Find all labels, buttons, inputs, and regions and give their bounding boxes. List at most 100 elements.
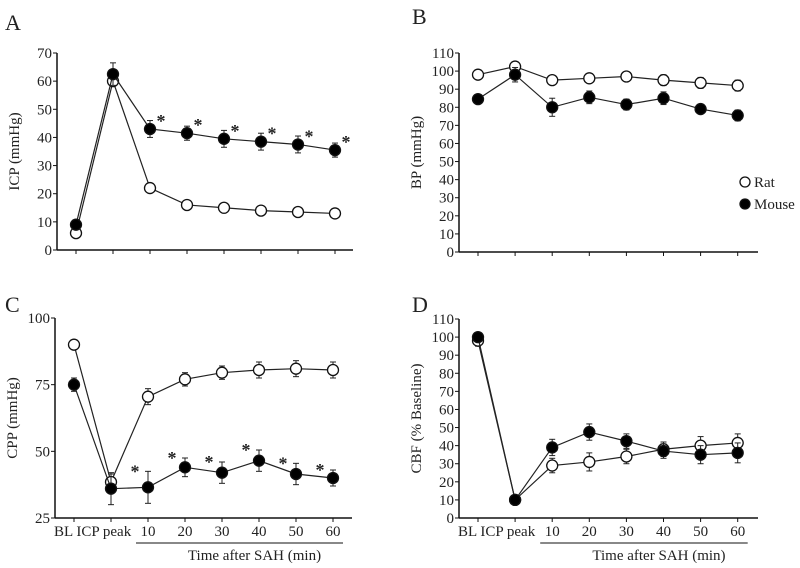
y-tick-label: 90 [439, 348, 454, 364]
series-mouse [471, 330, 744, 507]
y-tick-label: 20 [439, 209, 454, 225]
y-tick-label: 70 [37, 46, 52, 62]
data-point [328, 143, 342, 157]
y-tick-label: 80 [439, 366, 454, 382]
data-point [694, 448, 707, 461]
x-tick-label: 50 [693, 524, 708, 540]
data-point [180, 198, 194, 212]
data-point [252, 454, 266, 467]
significance-marker: * [205, 452, 214, 472]
x-tick-label: 20 [178, 524, 193, 540]
data-point [291, 205, 305, 219]
y-tick-label: 50 [439, 155, 454, 171]
significance-marker: * [268, 124, 277, 144]
y-tick-label: 50 [37, 102, 52, 118]
y-tick-label: 10 [439, 227, 454, 243]
y-tick-label: 70 [439, 118, 454, 134]
data-point [104, 482, 118, 495]
x-tick-label: 40 [656, 524, 671, 540]
x-tick-label: 10 [141, 524, 156, 540]
x-tick-label: 10 [545, 524, 560, 540]
data-point [215, 466, 229, 479]
data-point [143, 181, 157, 195]
data-point [254, 204, 268, 217]
series-mouse [471, 66, 744, 122]
data-point [215, 366, 229, 379]
panel-letter: D [412, 292, 428, 317]
data-point [141, 481, 155, 494]
panel-letter: B [412, 4, 427, 29]
x-tick-label: 50 [289, 524, 304, 540]
y-tick-label: 20 [37, 187, 52, 203]
y-tick-label: 40 [439, 439, 454, 455]
significance-marker: * [342, 132, 351, 152]
series-line [477, 340, 738, 502]
x-tick-label: 60 [326, 524, 341, 540]
y-tick-label: 110 [432, 312, 454, 328]
data-point [657, 444, 670, 458]
data-point [254, 135, 268, 148]
y-tick-label: 10 [37, 215, 52, 231]
y-tick-label: 30 [439, 457, 454, 473]
data-point [657, 73, 670, 87]
x-tick-label: 30 [215, 524, 230, 540]
series-line [73, 384, 334, 490]
significance-marker: * [231, 121, 240, 141]
y-tick-label: 60 [37, 74, 52, 90]
x-axis-label: Time after SAH (min) [188, 548, 321, 563]
data-point [217, 201, 231, 214]
data-point [508, 68, 522, 81]
y-tick-label: 60 [439, 402, 454, 418]
y-axis-label: BP (mmHg) [409, 116, 425, 189]
panel-b: B 0 10 20 30 40 50 60 70 80 90 100 110 BP (mmHg) Rat Mo… [409, 4, 795, 261]
series-line [477, 65, 738, 87]
data-point [620, 450, 633, 463]
y-tick-label: 25 [35, 511, 50, 527]
series-line [477, 336, 738, 502]
x-tick-label: 60 [730, 524, 745, 540]
data-point [471, 330, 485, 344]
series-rat [69, 74, 342, 240]
data-point [178, 461, 192, 474]
data-point [69, 218, 83, 231]
y-tick-label: 50 [439, 421, 454, 437]
y-tick-label: 20 [439, 475, 454, 491]
data-point [731, 109, 744, 122]
data-point [141, 390, 155, 403]
data-point [217, 132, 231, 145]
data-point [328, 207, 342, 220]
significance-marker: * [131, 461, 140, 481]
y-tick-label: 0 [45, 243, 53, 259]
y-tick-label: 70 [439, 384, 454, 400]
y-tick-label: 80 [439, 100, 454, 116]
data-point [471, 68, 485, 81]
significance-marker: * [316, 460, 325, 480]
panel-c: C 25 50 75 100 CPP (mmHg) BL ICP peak 10 20 30 40 5… [5, 292, 352, 564]
y-tick-label: 100 [432, 64, 455, 80]
y-axis-label: CPP (mmHg) [5, 377, 21, 459]
x-tick-label: 30 [619, 524, 634, 540]
data-point [289, 362, 303, 375]
significance-marker: * [279, 453, 288, 473]
y-axis-label: CBF (% Baseline) [409, 364, 425, 474]
data-point [143, 122, 157, 136]
data-point [546, 459, 559, 472]
panel-letter: C [5, 292, 20, 317]
data-point [291, 138, 305, 151]
legend-marker [739, 198, 751, 210]
y-tick-label: 0 [447, 245, 455, 261]
y-tick-label: 10 [439, 493, 454, 509]
y-axis-label: ICP (mmHg) [7, 112, 23, 190]
data-point [180, 127, 194, 140]
y-tick-label: 50 [35, 444, 50, 460]
legend-marker [739, 176, 751, 188]
y-tick-label: 30 [439, 191, 454, 207]
data-point [326, 363, 340, 377]
series-line [75, 72, 336, 225]
data-point [657, 92, 670, 105]
significance-marker: * [168, 448, 177, 468]
data-point [620, 70, 633, 83]
y-tick-label: 0 [447, 511, 455, 527]
data-point [546, 73, 559, 87]
